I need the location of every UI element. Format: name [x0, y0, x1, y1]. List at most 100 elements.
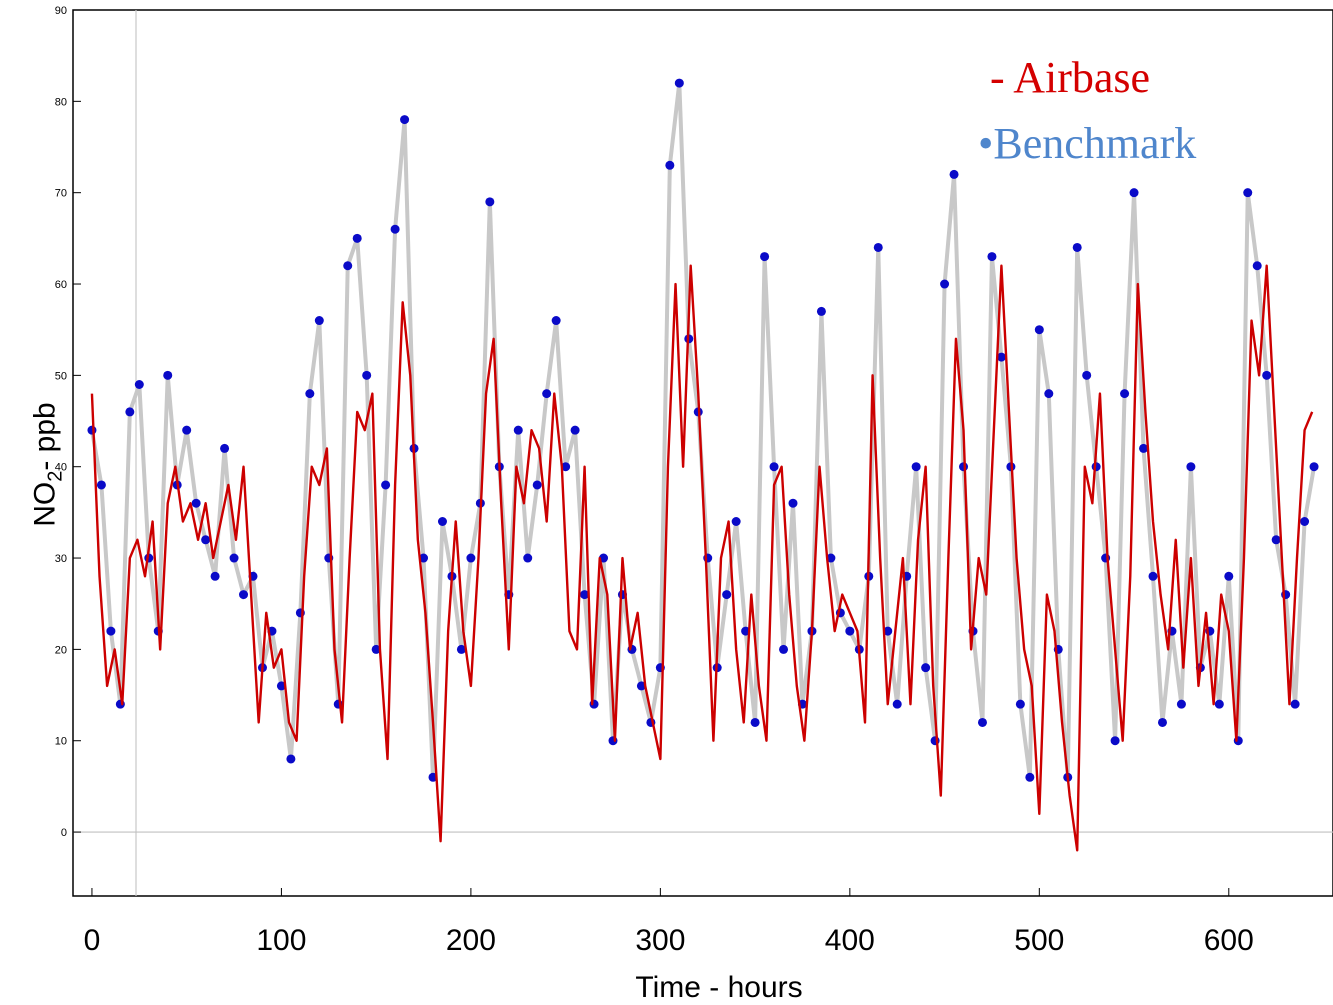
- benchmark-point: [674, 78, 684, 88]
- benchmark-point: [580, 590, 590, 600]
- benchmark-point: [201, 535, 211, 545]
- y-tick-label: 90: [55, 5, 67, 17]
- benchmark-point: [87, 425, 97, 435]
- benchmark-point: [1262, 370, 1272, 380]
- benchmark-point: [570, 425, 580, 435]
- benchmark-point: [769, 462, 779, 472]
- benchmark-point: [750, 717, 760, 727]
- benchmark-point: [239, 590, 249, 600]
- y-tick-label: 60: [55, 279, 67, 291]
- y-axis-title: NO2- ppb: [29, 365, 68, 565]
- y-axis-title-main: NO: [28, 481, 62, 527]
- x-tick-label: 0: [84, 924, 101, 957]
- benchmark-point: [419, 553, 429, 563]
- benchmark-point: [665, 160, 675, 170]
- benchmark-point: [106, 626, 116, 636]
- benchmark-point: [1300, 517, 1310, 527]
- benchmark-point: [1252, 261, 1262, 271]
- benchmark-point: [182, 425, 192, 435]
- benchmark-point: [779, 644, 789, 654]
- y-tick-label: 30: [55, 553, 67, 565]
- benchmark-point: [921, 663, 931, 673]
- benchmark-point: [1072, 242, 1082, 252]
- benchmark-point: [305, 389, 315, 399]
- benchmark-point: [760, 252, 770, 262]
- benchmark-point: [1309, 462, 1319, 472]
- benchmark-point: [940, 279, 950, 289]
- benchmark-point: [1157, 717, 1167, 727]
- x-tick-label: 300: [635, 924, 685, 957]
- benchmark-point: [220, 443, 230, 453]
- y-axis-title-unit: - ppb: [28, 402, 62, 471]
- benchmark-point: [816, 306, 826, 316]
- benchmark-point: [551, 316, 561, 326]
- benchmark-point: [1176, 699, 1186, 709]
- benchmark-point: [542, 389, 552, 399]
- benchmark-point: [371, 644, 381, 654]
- benchmark-point: [996, 352, 1006, 362]
- x-axis-title: Time - hours: [635, 971, 802, 1004]
- airbase-line: [90, 264, 1314, 852]
- benchmark-point: [1015, 699, 1025, 709]
- x-tick-label: 400: [825, 924, 875, 957]
- benchmark-point: [191, 498, 201, 508]
- benchmark-point: [731, 517, 741, 527]
- benchmark-point: [276, 681, 286, 691]
- benchmark-point: [977, 717, 987, 727]
- benchmark-point: [987, 252, 997, 262]
- benchmark-point: [466, 553, 476, 563]
- benchmark-point: [163, 370, 173, 380]
- benchmark-point: [125, 407, 135, 417]
- benchmark-point: [911, 462, 921, 472]
- y-tick-label: 50: [55, 370, 67, 382]
- y-tick-label: 70: [55, 188, 67, 200]
- benchmark-point: [636, 681, 646, 691]
- legend-airbase: - Airbase: [990, 53, 1151, 102]
- benchmark-point: [314, 316, 324, 326]
- benchmark-point: [352, 233, 362, 243]
- benchmark-point: [513, 425, 523, 435]
- y-tick-label: 40: [55, 462, 67, 474]
- benchmark-point: [1290, 699, 1300, 709]
- y-tick-label: 0: [61, 827, 67, 839]
- benchmark-point: [343, 261, 353, 271]
- benchmark-point: [1129, 188, 1139, 198]
- benchmark-point: [1214, 699, 1224, 709]
- benchmark-point: [1034, 325, 1044, 335]
- benchmark-connector: [89, 82, 1317, 778]
- y-tick-label: 80: [55, 96, 67, 108]
- benchmark-point: [1120, 389, 1130, 399]
- benchmark-point: [210, 571, 220, 581]
- airbase-series: [90, 264, 1314, 852]
- y-tick-label: 10: [55, 736, 67, 748]
- benchmark-point: [362, 370, 372, 380]
- benchmark-point: [532, 480, 542, 490]
- x-tick-label: 600: [1204, 924, 1254, 957]
- benchmark-point: [381, 480, 391, 490]
- y-axis-ticks: 0 10 20 30 40 50 60 70 80 90: [55, 5, 81, 839]
- benchmark-point: [1110, 736, 1120, 746]
- benchmark-point: [561, 462, 571, 472]
- benchmark-connector-lines: [89, 82, 1317, 778]
- benchmark-point: [1148, 571, 1158, 581]
- benchmark-point: [390, 224, 400, 234]
- benchmark-point: [883, 626, 893, 636]
- benchmark-point: [1139, 443, 1149, 453]
- benchmark-point: [1224, 571, 1234, 581]
- benchmark-point: [1243, 188, 1253, 198]
- benchmark-point: [437, 517, 447, 527]
- benchmark-point: [456, 644, 466, 654]
- benchmark-point: [286, 754, 296, 764]
- benchmark-point: [400, 115, 410, 125]
- benchmark-point: [96, 480, 106, 490]
- x-axis-ticks: 0 100 200 300 400 500 600: [84, 888, 1254, 957]
- plot-frame: [72, 9, 1333, 897]
- benchmark-point: [523, 553, 533, 563]
- benchmark-point: [134, 379, 144, 389]
- benchmark-point: [892, 699, 902, 709]
- x-tick-label: 100: [256, 924, 306, 957]
- x-tick-label: 500: [1014, 924, 1064, 957]
- benchmark-point: [1186, 462, 1196, 472]
- y-axis-title-subscript: 2: [44, 470, 67, 482]
